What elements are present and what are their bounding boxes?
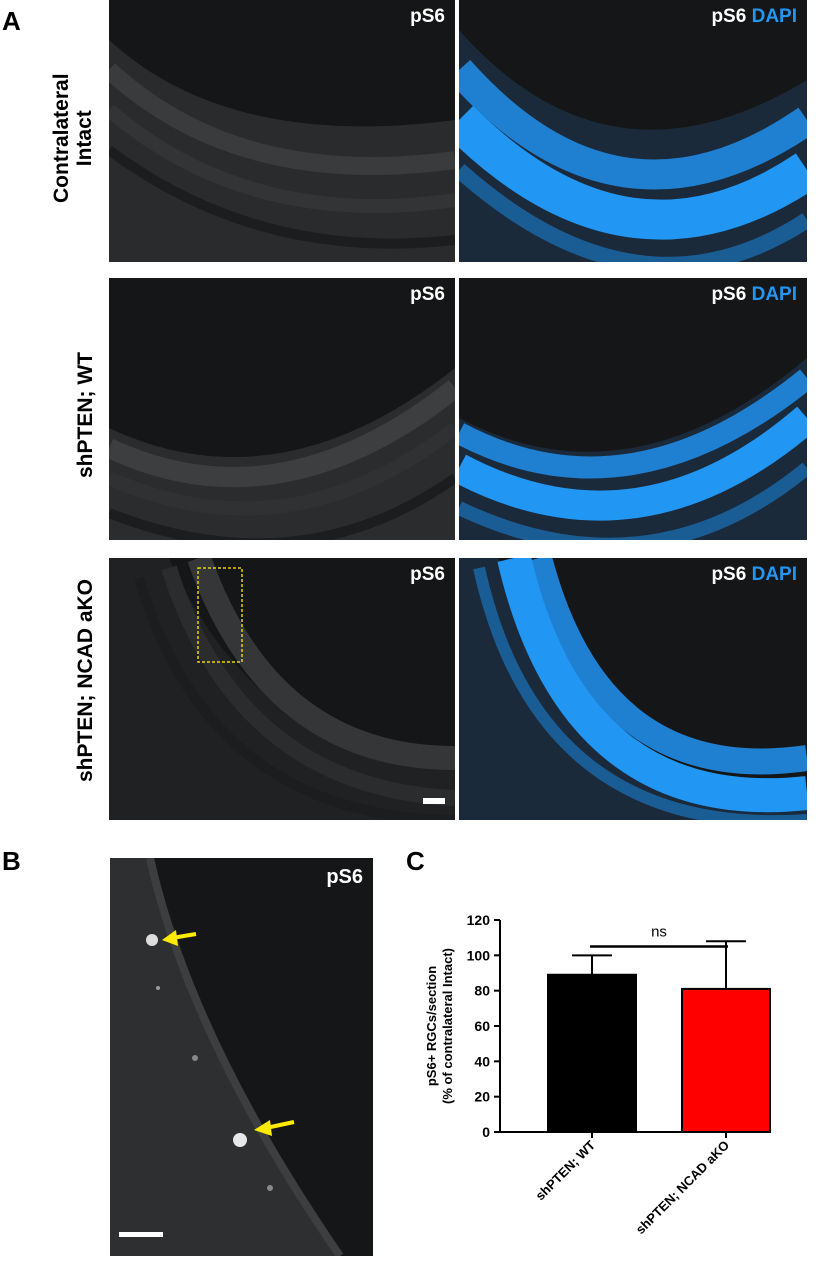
y-axis-label: pS6+ RGCs/section(% of contralateral Int…: [424, 948, 455, 1104]
image-label: pS6 DAPI: [711, 6, 797, 28]
y-tick-label: 60: [474, 1018, 490, 1034]
retina-section-graphic: [459, 30, 807, 262]
label-ps6: pS6: [711, 564, 747, 585]
image-label: pS6: [410, 564, 445, 585]
retina-section-graphic: [109, 40, 455, 262]
x-tick-label: shPTEN; WT: [532, 1137, 598, 1203]
significance-label: ns: [651, 924, 667, 941]
retina-section-graphic: [459, 358, 807, 540]
y-tick-label: 120: [467, 912, 491, 928]
y-tick-label: 100: [467, 947, 491, 963]
image-shpten-wt-ps6-dapi: pS6 DAPI: [459, 278, 807, 540]
label-ps6: pS6: [711, 284, 747, 305]
image-label: pS6 DAPI: [711, 284, 797, 306]
inset-box: [197, 567, 243, 663]
label-dapi: DAPI: [751, 6, 797, 27]
row-label-line1: shPTEN; NCAD aKO: [74, 578, 97, 782]
image-label: pS6: [326, 866, 363, 888]
image-inset-ps6: pS6: [110, 858, 373, 1256]
image-contralateral-ps6-dapi: pS6 DAPI: [459, 0, 807, 262]
inset-graphic: [110, 858, 344, 1256]
arrow-1: [162, 930, 197, 946]
row-label-shpten-wt: shPTEN; WT: [74, 352, 97, 478]
bar-chart: 0 20 40 60 80 100 120 pS6+ RGCs/section(% of co…: [424, 912, 771, 1237]
row-label-shpten-ncad: shPTEN; NCAD aKO: [74, 579, 97, 782]
label-dapi: DAPI: [751, 284, 797, 305]
image-contralateral-ps6: pS6: [109, 0, 455, 262]
image-label: pS6: [410, 284, 445, 305]
image-shpten-ncad-ps6: pS6: [109, 558, 455, 820]
y-axis-label-line2: (% of contralateral Intact): [440, 948, 455, 1104]
y-tick-label: 0: [482, 1124, 490, 1140]
retina-section-graphic: [459, 558, 807, 820]
x-tick-label: shPTEN; NCAD aKO: [633, 1138, 732, 1237]
bar: [547, 973, 637, 1133]
y-tick-label: 80: [474, 983, 490, 999]
row-label-line2: Intact: [73, 110, 97, 167]
row-label-contralateral: Contralateral Intact: [50, 73, 96, 203]
scale-bar: [119, 1232, 163, 1237]
image-shpten-ncad-ps6-dapi: pS6 DAPI: [459, 558, 807, 820]
row-label-line1: Contralateral: [50, 73, 73, 203]
label-ps6: pS6: [711, 6, 747, 27]
scale-bar: [423, 798, 445, 804]
panel-c-letter: C: [406, 846, 425, 876]
arrow-2: [254, 1120, 295, 1136]
image-label: pS6 DAPI: [711, 564, 797, 586]
panel-a-letter: A: [2, 6, 21, 36]
panel-b-letter: B: [2, 846, 21, 876]
retina-section-graphic: [109, 368, 455, 540]
label-dapi: DAPI: [751, 564, 797, 585]
bar: [681, 987, 771, 1133]
retina-section-graphic: [109, 558, 455, 820]
row-label-line1: shPTEN; WT: [74, 352, 97, 478]
y-tick-label: 20: [474, 1089, 490, 1105]
image-label: pS6: [410, 6, 445, 27]
y-axis-label-line1: pS6+ RGCs/section: [424, 966, 439, 1086]
image-shpten-wt-ps6: pS6: [109, 278, 455, 540]
y-tick-label: 40: [474, 1053, 490, 1069]
